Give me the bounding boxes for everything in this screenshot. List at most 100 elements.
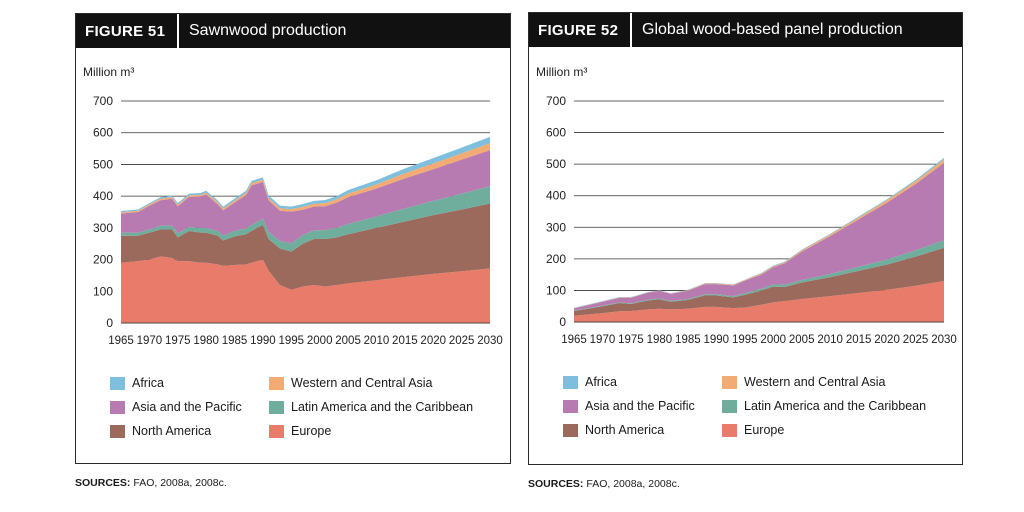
x-tick-label: 1985	[675, 334, 701, 346]
x-tick-label: 2025	[903, 334, 929, 346]
header-divider	[630, 13, 632, 47]
legend-item-north-america: North America	[563, 423, 664, 437]
x-tick-label: 1980	[193, 335, 219, 347]
area-asia-and-the-pacific	[121, 150, 490, 244]
sources-text: FAO, 2008a, 2008c.	[583, 478, 680, 490]
legend-label: Europe	[744, 423, 785, 437]
x-tick-label: 1990	[704, 334, 730, 346]
legend-item-asia-and-the-pacific: Asia and the Pacific	[563, 399, 695, 413]
figure-52-number: FIGURE 52	[538, 22, 619, 39]
x-tick-label: 2020	[420, 335, 446, 347]
figure-51-number: FIGURE 51	[85, 23, 166, 40]
figure-52-title: Global wood-based panel production	[642, 21, 903, 38]
sources-label: SOURCES:	[75, 477, 131, 489]
figure-51-panel: FIGURE 51 Sawnwood production Million m³…	[75, 13, 511, 464]
x-tick-label: 2010	[364, 335, 390, 347]
x-tick-label: 2005	[335, 335, 361, 347]
x-tick-label: 2000	[307, 335, 333, 347]
legend-label: North America	[132, 424, 212, 438]
y-tick-label: 700	[93, 94, 113, 108]
legend-swatch	[110, 376, 125, 390]
y-unit-label: Million m³	[83, 65, 134, 79]
legend-label: North America	[585, 423, 665, 437]
area-north-america	[121, 203, 490, 290]
y-tick-label: 600	[93, 126, 113, 140]
x-tick-label: 1970	[590, 334, 616, 346]
figure-52-header: FIGURE 52 Global wood-based panel produc…	[529, 13, 962, 47]
y-tick-label: 200	[546, 252, 566, 266]
legend-swatch	[563, 375, 578, 389]
x-tick-label: 2015	[392, 335, 418, 347]
x-tick-label: 1970	[137, 335, 163, 347]
x-tick-label: 1990	[250, 335, 276, 347]
x-tick-label: 1975	[618, 334, 644, 346]
x-tick-label: 2030	[931, 334, 957, 346]
figure-51-sources: SOURCES: FAO, 2008a, 2008c.	[75, 477, 227, 489]
legend-label: Latin America and the Caribbean	[744, 399, 927, 413]
header-divider	[177, 14, 179, 48]
legend-label: Africa	[132, 376, 164, 390]
y-tick-label: 300	[546, 220, 566, 234]
legend-label: Western and Central Asia	[291, 376, 433, 390]
legend-swatch	[722, 399, 737, 413]
x-tick-label: 2015	[846, 334, 872, 346]
y-tick-label: 200	[93, 253, 113, 267]
legend-label: Europe	[291, 424, 332, 438]
sources-text: FAO, 2008a, 2008c.	[130, 477, 227, 489]
legend-item-western-and-central-asia: Western and Central Asia	[269, 376, 433, 390]
legend-item-africa: Africa	[563, 375, 617, 389]
x-tick-label: 2005	[789, 334, 815, 346]
y-tick-label: 400	[93, 189, 113, 203]
figure-52-sources: SOURCES: FAO, 2008a, 2008c.	[528, 478, 680, 490]
legend-swatch	[110, 400, 125, 414]
y-tick-label: 500	[93, 157, 113, 171]
legend-item-asia-and-the-pacific: Asia and the Pacific	[110, 400, 242, 414]
legend-label: Latin America and the Caribbean	[291, 400, 474, 414]
legend-swatch	[722, 375, 737, 389]
legend-swatch	[269, 424, 284, 438]
legend-swatch	[563, 399, 578, 413]
x-tick-label: 1965	[108, 335, 134, 347]
x-tick-label: 1965	[561, 334, 587, 346]
legend-item-latin-america-and-the-caribbean: Latin America and the Caribbean	[269, 400, 473, 414]
area-north-america	[574, 247, 944, 316]
legend-item-africa: Africa	[110, 376, 164, 390]
x-tick-label: 2020	[874, 334, 900, 346]
legend-swatch	[110, 424, 125, 438]
legend-swatch	[722, 423, 737, 437]
panel-production-chart: Million m³ 0 100 200 300 400 500 600 700 1965 1970…	[536, 65, 957, 346]
figure-51-header: FIGURE 51 Sawnwood production	[76, 14, 510, 48]
x-tick-label: 2025	[449, 335, 475, 347]
x-tick-label: 2010	[817, 334, 843, 346]
legend-swatch	[563, 423, 578, 437]
y-tick-label: 600	[546, 126, 566, 140]
area-latin-america-and-the-caribbean	[121, 186, 490, 252]
y-tick-label: 700	[546, 94, 566, 108]
area-asia-and-the-pacific	[574, 162, 944, 311]
legend-item-western-and-central-asia: Western and Central Asia	[722, 375, 886, 389]
legend-label: Western and Central Asia	[744, 375, 886, 389]
legend-swatch	[269, 376, 284, 390]
x-tick-label: 1985	[222, 335, 248, 347]
y-tick-label: 100	[546, 283, 566, 297]
figure-51-title: Sawnwood production	[189, 22, 347, 39]
y-tick-label: 300	[93, 221, 113, 235]
legend-swatch	[269, 400, 284, 414]
figure-52-panel: FIGURE 52 Global wood-based panel produc…	[528, 12, 963, 465]
legend-item-europe: Europe	[269, 424, 331, 438]
y-unit-label: Million m³	[536, 65, 587, 79]
x-tick-label: 1995	[279, 335, 305, 347]
legend-item-latin-america-and-the-caribbean: Latin America and the Caribbean	[722, 399, 926, 413]
legend-label: Africa	[585, 375, 617, 389]
y-tick-label: 500	[546, 157, 566, 171]
x-tick-label: 1975	[165, 335, 191, 347]
legend-item-north-america: North America	[110, 424, 211, 438]
y-tick-label: 0	[559, 315, 566, 329]
legend-label: Asia and the Pacific	[132, 400, 242, 414]
y-tick-label: 0	[106, 316, 113, 330]
legend-label: Asia and the Pacific	[585, 399, 695, 413]
area-europe	[121, 256, 490, 323]
x-tick-label: 2030	[477, 335, 503, 347]
y-tick-label: 400	[546, 189, 566, 203]
x-tick-label: 1980	[647, 334, 673, 346]
